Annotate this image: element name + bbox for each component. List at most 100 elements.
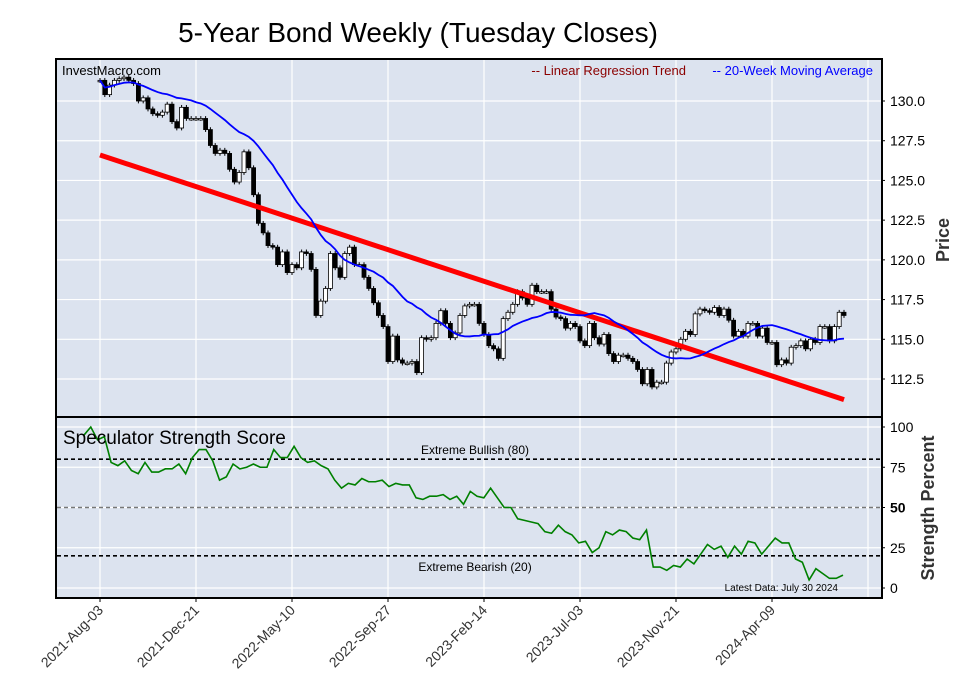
candle-body: [750, 323, 756, 326]
x-tick-label: 2023-Feb-14: [422, 602, 490, 670]
candle-body: [822, 326, 828, 329]
candle-body: [227, 153, 233, 170]
strength-score-line: [83, 425, 844, 582]
candle-body: [174, 121, 180, 129]
candle-body: [712, 307, 717, 313]
legend-trend: -- Linear Regression Trend: [531, 63, 686, 78]
strength-axis-label: Strength Percent: [918, 435, 938, 580]
candle-body: [342, 253, 348, 278]
candle-body: [284, 251, 290, 273]
candle-body: [303, 251, 309, 254]
candle-body: [198, 118, 204, 121]
strength-tick-label: 75: [890, 459, 906, 475]
candle-body: [294, 264, 300, 269]
candle-body: [764, 327, 770, 343]
candle-body: [630, 357, 636, 362]
candle-body: [150, 108, 156, 115]
candle-body: [836, 311, 842, 327]
candle-body: [611, 353, 616, 362]
reference-line-label: Extreme Bullish (80): [421, 443, 529, 457]
candle-body: [726, 308, 732, 321]
candle-body: [116, 78, 122, 81]
candle-body: [596, 337, 602, 345]
strength-tick-label: 50: [890, 500, 906, 516]
candle-body: [697, 308, 703, 315]
candle-body: [279, 251, 285, 266]
candle-body: [183, 106, 189, 119]
candle-body: [318, 300, 324, 316]
candle-body: [649, 369, 655, 388]
candle-body: [207, 129, 213, 146]
candle-body: [755, 323, 760, 337]
candle-body: [664, 362, 669, 383]
candle-body: [784, 359, 789, 364]
candle-body: [808, 338, 813, 350]
candle-body: [155, 113, 161, 116]
candle-body: [524, 297, 530, 305]
reference-line-label: Extreme Bearish (20): [418, 560, 531, 574]
candle-body: [587, 323, 592, 347]
candle-body: [841, 311, 847, 316]
candle-body: [577, 326, 583, 342]
candle-body: [721, 308, 727, 316]
candle-body: [544, 291, 549, 294]
candle-body: [390, 335, 396, 362]
candle-body: [491, 345, 497, 350]
candle-body: [414, 361, 420, 374]
candle-body: [327, 253, 333, 289]
candle-body: [539, 291, 544, 294]
candle-body: [620, 354, 626, 358]
candle-body: [275, 246, 281, 266]
x-tick-label: 2021-Aug-03: [38, 602, 107, 671]
price-tick-label: 130.0: [890, 93, 925, 109]
candle-body: [121, 76, 127, 80]
price-tick-label: 127.5: [890, 133, 925, 149]
candle-body: [798, 340, 804, 347]
candle-body: [683, 330, 688, 340]
candle-body: [371, 288, 377, 304]
candle-body: [217, 149, 223, 154]
watermark: InvestMacro.com: [62, 63, 161, 78]
candle-body: [380, 315, 386, 327]
candle-body: [486, 334, 492, 347]
candle-body: [313, 268, 319, 316]
candle-body: [236, 172, 242, 183]
candle-body: [246, 151, 252, 169]
candle-body: [332, 253, 338, 269]
candle-body: [361, 264, 367, 278]
price-tick-label: 125.0: [890, 172, 925, 188]
candle-body: [760, 327, 765, 337]
candle-body: [347, 246, 353, 254]
candle-body: [774, 342, 780, 366]
candle-body: [779, 359, 784, 366]
candle-body: [145, 97, 151, 110]
candle-body: [673, 348, 679, 353]
candle-body: [179, 106, 185, 129]
strength-tick-label: 25: [890, 540, 906, 556]
candle-body: [510, 303, 516, 313]
legend-moving-average: -- 20-Week Moving Average: [712, 63, 873, 78]
candle-body: [592, 323, 597, 339]
candle-body: [827, 326, 832, 342]
candle-body: [731, 319, 736, 337]
candle-body: [323, 288, 329, 302]
candle-body: [702, 308, 708, 312]
candle-body: [817, 326, 823, 343]
price-tick-label: 120.0: [890, 252, 925, 268]
strength-tick-label: 0: [890, 580, 898, 596]
candle-body: [135, 83, 141, 102]
candle-body: [558, 316, 564, 320]
candle-body: [495, 348, 501, 359]
candle-body: [832, 326, 837, 342]
candle-body: [222, 149, 228, 154]
x-tick-label: 2022-Sep-27: [326, 602, 395, 671]
price-tick-label: 112.5: [890, 371, 924, 387]
candle-body: [351, 246, 357, 266]
x-tick-label: 2022-May-10: [228, 602, 298, 672]
candle-body: [745, 323, 751, 337]
candle-body: [404, 362, 410, 366]
candle-body: [308, 253, 314, 270]
candle-body: [260, 222, 266, 234]
candle-body: [107, 84, 112, 96]
